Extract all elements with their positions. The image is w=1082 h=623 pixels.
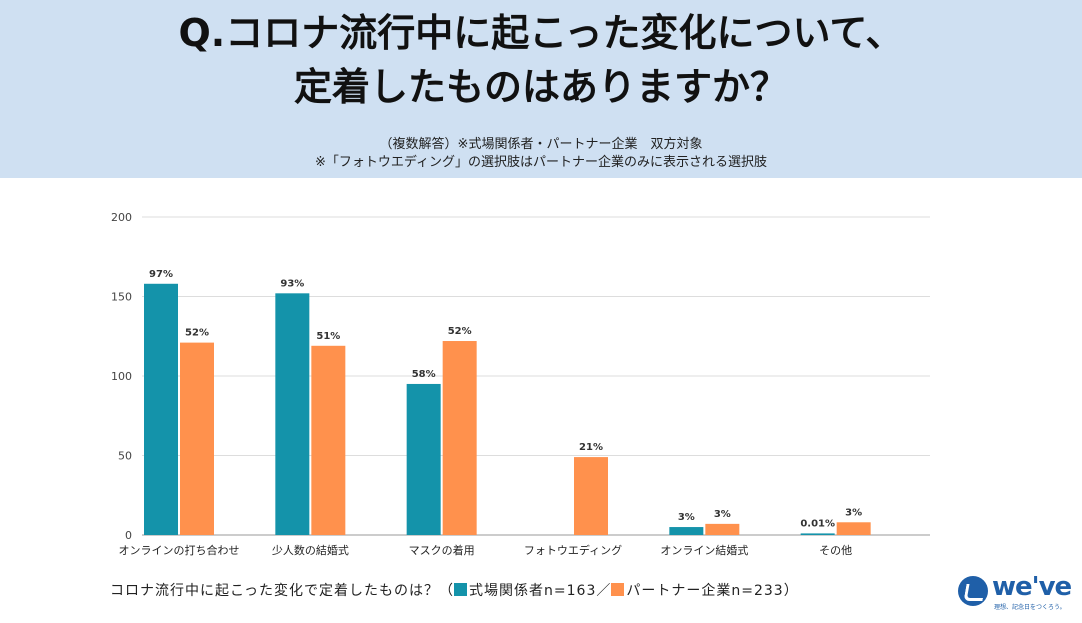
y-tick-label: 0 [125, 529, 132, 542]
bar-venue [406, 383, 441, 535]
bar-venue [800, 533, 835, 535]
bar-partner [705, 523, 740, 535]
data-label: 3% [678, 512, 695, 523]
bar-partner [180, 342, 214, 535]
bar-venue [144, 283, 178, 535]
y-tick-label: 200 [111, 211, 132, 224]
data-label: 3% [714, 509, 731, 520]
survey-note-line1: （複数解答）※式場関係者・パートナー企業 双方対象 [379, 137, 703, 152]
bar-partner [836, 522, 871, 535]
data-label: 97% [149, 269, 173, 280]
survey-note-line2: ※「フォトウエディング」の選択肢はパートナー企業のみに表示される選択肢 [315, 155, 767, 170]
page-title-line1: Q.コロナ流行中に起こった変化について、 [178, 11, 904, 55]
chart-legend: コロナ流行中に起こった変化で定着したものは？（ 式場関係者n=163／ パートナー企… [110, 580, 930, 600]
data-label: 52% [185, 328, 209, 339]
bar-venue [275, 293, 310, 535]
legend-suffix: ） [783, 583, 799, 599]
data-label: 0.01% [800, 518, 835, 529]
legend-prefix: コロナ流行中に起こった変化で定着したものは？（ [110, 583, 455, 599]
weve-logo-text: we've [992, 572, 1072, 602]
data-label: 93% [280, 278, 304, 289]
bar-chart: 0 50 100 150 200 97% 52% オンラインの打ち合わせ 93% 51% 少人数の結… [111, 211, 930, 557]
legend-separator: ／ [596, 583, 612, 599]
y-tick-label: 50 [118, 450, 132, 463]
legend-label-venue: 式場関係者n=163 [469, 583, 597, 599]
weve-logo-icon [958, 576, 988, 606]
weve-logo-tagline: 理想、記念日をつくろう。 [994, 604, 1066, 611]
data-label: 58% [412, 369, 436, 380]
category-label: 少人数の結婚式 [272, 543, 349, 557]
data-label: 52% [448, 326, 472, 337]
category-label: フォトウエディング [524, 543, 622, 557]
data-label: 3% [845, 507, 862, 518]
y-tick-label: 100 [111, 370, 132, 383]
category-label: オンラインの打ち合わせ [119, 543, 240, 557]
weve-logo: we've 理想、記念日をつくろう。 [958, 572, 1072, 612]
header-banner: Q.コロナ流行中に起こった変化について、 定着したものはありますか？ （複数解答… [0, 0, 1082, 178]
legend-swatch-venue [454, 583, 468, 596]
data-label: 21% [579, 442, 603, 453]
category-label: その他 [819, 544, 852, 557]
bar-venue [669, 527, 704, 535]
category-label: マスクの着用 [409, 543, 475, 557]
legend-label-partner: パートナー企業n=233 [626, 583, 784, 599]
legend-swatch-partner [611, 583, 625, 596]
data-label: 51% [316, 331, 340, 342]
y-tick-label: 150 [111, 291, 132, 304]
bar-partner [311, 345, 346, 535]
category-label: オンライン結婚式 [660, 543, 748, 557]
page-title-line2: 定着したものはありますか？ [293, 65, 788, 109]
bar-partner [574, 457, 608, 535]
bar-partner [442, 341, 477, 535]
